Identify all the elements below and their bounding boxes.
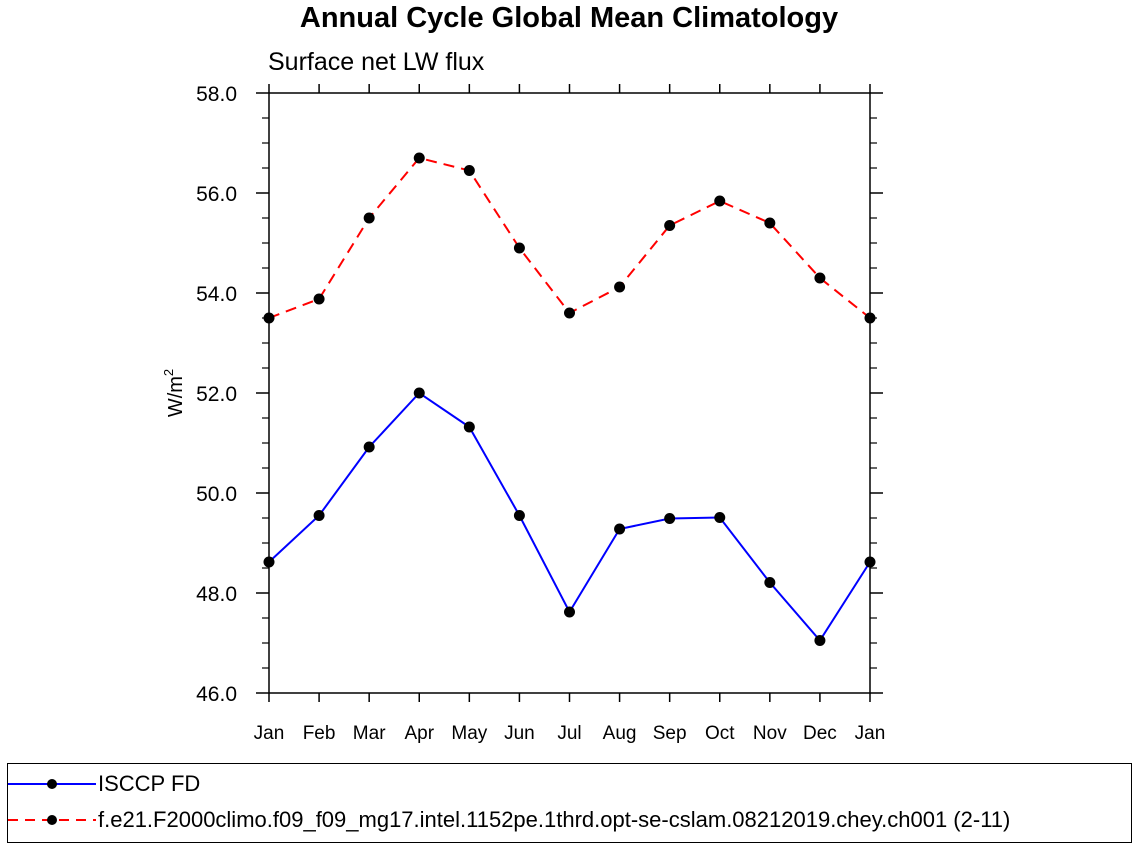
legend-label-isccp: ISCCP FD	[98, 771, 201, 796]
data-point-1	[714, 195, 726, 207]
data-point-1	[764, 217, 776, 229]
data-point-1	[513, 242, 525, 254]
y-tick-label: 52.0	[196, 383, 237, 406]
line-chart: Jan Feb Mar Apr May Jun Jul Aug Sep Oct Nov Dec Jan 4…	[161, 83, 885, 744]
data-point-0	[814, 635, 826, 646]
data-point-0	[413, 387, 425, 399]
legend-label-model: f.e21.F2000climo.f09_f09_mg17.intel.1152…	[98, 807, 1011, 832]
x-tick-label: Feb	[303, 723, 336, 744]
y-tick-label: 56.0	[196, 183, 237, 206]
y-tick-label: 58.0	[196, 83, 237, 106]
chart-subtitle: Surface net LW flux	[268, 48, 485, 76]
x-tick-label: Nov	[753, 723, 787, 744]
x-tick-label: Oct	[705, 723, 735, 744]
x-tick-label: Aug	[603, 723, 637, 744]
series-layer	[263, 152, 876, 646]
plot-frame	[268, 92, 871, 694]
data-point-0	[614, 523, 626, 535]
x-tick-label: Jul	[557, 723, 581, 744]
y-tick-label: 54.0	[196, 283, 237, 306]
x-tick-label: Dec	[803, 723, 837, 744]
y-axis-label-base: W/m	[165, 376, 187, 417]
data-point-0	[363, 441, 375, 453]
data-point-0	[714, 512, 726, 523]
x-tick-label: Jun	[504, 723, 535, 744]
x-tick-label: Apr	[404, 723, 434, 744]
data-point-1	[814, 272, 826, 284]
x-tick-label: Jan	[254, 723, 285, 744]
y-tick-label: 50.0	[196, 483, 237, 506]
x-tick-label: Mar	[353, 723, 386, 744]
data-point-1	[564, 307, 575, 319]
y-axis-label: W/m2	[161, 369, 187, 417]
axis-ticks: Jan Feb Mar Apr May Jun Jul Aug Sep Oct Nov Dec Jan 4…	[196, 83, 885, 744]
data-point-1	[413, 152, 425, 164]
legend-entry-model: f.e21.F2000climo.f09_f09_mg17.intel.1152…	[8, 802, 1010, 838]
data-point-0	[764, 577, 776, 588]
data-point-0	[513, 510, 525, 521]
data-point-1	[463, 165, 475, 176]
series-line-0	[268, 391, 871, 643]
legend: ISCCP FD f.e21.F2000climo.f09_f09_mg17.i…	[7, 763, 1132, 843]
legend-swatch-solid	[8, 779, 96, 789]
data-point-0	[463, 421, 475, 433]
legend-entry-isccp: ISCCP FD	[8, 766, 200, 802]
y-tick-label: 46.0	[196, 683, 237, 706]
chart-title: Annual Cycle Global Mean Climatology	[299, 2, 839, 34]
series-line-1	[268, 156, 871, 319]
x-tick-label: Sep	[653, 723, 687, 744]
data-point-1	[313, 293, 325, 305]
data-point-0	[664, 513, 676, 524]
data-point-1	[614, 281, 626, 293]
data-point-0	[313, 510, 325, 521]
y-axis-label-superscript: 2	[161, 369, 176, 376]
x-tick-label: May	[451, 723, 487, 744]
data-point-0	[564, 606, 575, 618]
data-point-1	[363, 212, 375, 224]
x-tick-label: Jan	[855, 723, 886, 744]
data-point-1	[664, 220, 676, 231]
legend-swatch-dashed	[8, 815, 96, 825]
y-tick-label: 48.0	[196, 583, 237, 606]
